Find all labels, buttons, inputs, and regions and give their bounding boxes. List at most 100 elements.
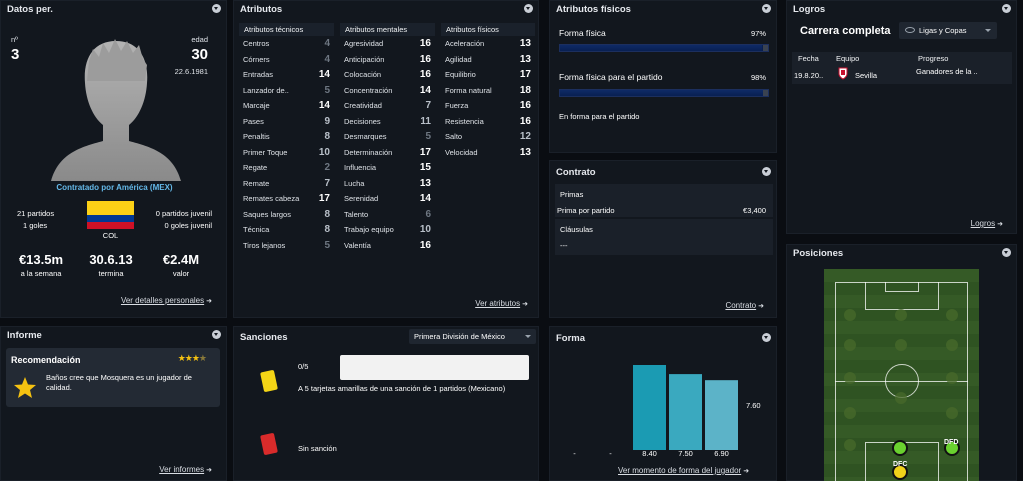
- position-dot[interactable]: [946, 339, 958, 351]
- fitness-label: Forma física: [559, 28, 606, 38]
- position-dot[interactable]: [844, 372, 856, 384]
- attribute-value: 7: [425, 100, 431, 112]
- competition-select[interactable]: Primera División de México: [409, 329, 536, 344]
- attribute-name: Talento: [344, 209, 369, 219]
- form-link[interactable]: Ver momento de forma del jugador: [618, 466, 749, 475]
- position-dot[interactable]: [844, 309, 856, 321]
- position-dot[interactable]: [844, 407, 856, 419]
- attribute-row[interactable]: Anticipación 16: [340, 52, 435, 68]
- position-dot[interactable]: [946, 309, 958, 321]
- chevron-down-icon[interactable]: [762, 333, 771, 342]
- col-team[interactable]: Equipo: [836, 54, 860, 63]
- clauses-label: Cláusulas: [560, 225, 593, 234]
- attribute-row[interactable]: Remates cabeza 17: [239, 191, 334, 207]
- dropdown-arrow-icon: [525, 335, 531, 338]
- attribute-row[interactable]: Creatividad 7: [340, 98, 435, 114]
- chevron-down-icon[interactable]: [762, 4, 771, 13]
- form-bar[interactable]: [669, 374, 702, 450]
- personal-details-link[interactable]: Ver detalles personales: [121, 296, 212, 305]
- attribute-row[interactable]: Agilidad 13: [441, 52, 535, 68]
- achievements-link[interactable]: Logros: [971, 219, 1003, 228]
- attribute-name: Resistencia: [445, 116, 484, 126]
- attribute-value: 8: [324, 131, 330, 143]
- position-dot[interactable]: [946, 372, 958, 384]
- attribute-row[interactable]: Técnica 8: [239, 222, 334, 238]
- position-dot-dfc-green[interactable]: [892, 440, 908, 456]
- attribute-name: Remate: [243, 178, 270, 188]
- chevron-down-icon[interactable]: [212, 4, 221, 13]
- attribute-name: Concentración: [344, 85, 393, 95]
- attribute-name: Aceleración: [445, 39, 485, 49]
- attribute-row[interactable]: Fuerza 16: [441, 98, 535, 114]
- attribute-name: Equilibrio: [445, 70, 476, 80]
- attribute-row[interactable]: Primer Toque 10: [239, 145, 334, 161]
- attribute-row[interactable]: Marcaje 14: [239, 98, 334, 114]
- attribute-row[interactable]: Equilibrio 17: [441, 67, 535, 83]
- form-bar[interactable]: [705, 380, 738, 450]
- attribute-row[interactable]: Córners 4: [239, 52, 334, 68]
- attribute-row[interactable]: Salto 12: [441, 129, 535, 145]
- row-team[interactable]: Sevilla: [855, 71, 878, 80]
- attribute-row[interactable]: Aceleración 13: [441, 36, 535, 52]
- position-dot[interactable]: [895, 309, 907, 321]
- chevron-down-icon[interactable]: [1002, 248, 1011, 257]
- attribute-row[interactable]: Trabajo equipo 10: [340, 222, 435, 238]
- attributes-link[interactable]: Ver atributos: [475, 299, 528, 308]
- attribute-name: Creatividad: [344, 101, 382, 111]
- attribute-row[interactable]: Concentración 14: [340, 83, 435, 99]
- attribute-name: Tiros lejanos: [243, 240, 286, 250]
- contract-owner[interactable]: Contratado por América (MEX): [56, 183, 173, 192]
- table-row[interactable]: [792, 64, 1012, 84]
- attribute-row[interactable]: Forma natural 18: [441, 83, 535, 99]
- col-progress[interactable]: Progreso: [918, 54, 949, 63]
- attribute-name: Marcaje: [243, 101, 270, 111]
- position-dot-dfd[interactable]: [944, 440, 960, 456]
- attribute-row[interactable]: Desmarques 5: [340, 129, 435, 145]
- form-bar[interactable]: [633, 365, 666, 450]
- contract-link[interactable]: Contrato: [725, 301, 764, 310]
- attribute-value: 5: [324, 84, 330, 96]
- reports-link[interactable]: Ver informes: [159, 465, 212, 474]
- clauses-box: [555, 219, 773, 255]
- chevron-down-icon[interactable]: [1002, 4, 1011, 13]
- attribute-row[interactable]: Penaltis 8: [239, 129, 334, 145]
- attribute-row[interactable]: Colocación 16: [340, 67, 435, 83]
- form-bar-label: 8.40: [642, 449, 657, 458]
- position-dot[interactable]: [946, 407, 958, 419]
- position-dot[interactable]: [844, 339, 856, 351]
- attribute-row[interactable]: Tiros lejanos 5: [239, 238, 334, 254]
- competition-filter[interactable]: Ligas y Copas: [899, 22, 997, 39]
- achievements-panel: Logros Carrera completa Ligas y Copas Fe…: [786, 0, 1017, 234]
- attribute-row[interactable]: Remate 7: [239, 176, 334, 192]
- attribute-row[interactable]: Determinación 17: [340, 145, 435, 161]
- attribute-row[interactable]: Decisiones 11: [340, 114, 435, 130]
- attribute-name: Saques largos: [243, 209, 291, 219]
- position-dot[interactable]: [844, 439, 856, 451]
- attribute-row[interactable]: Resistencia 16: [441, 114, 535, 130]
- position-dot[interactable]: [895, 392, 907, 404]
- chevron-down-icon[interactable]: [762, 167, 771, 176]
- attribute-row[interactable]: Velocidad 13: [441, 145, 535, 161]
- attribute-row[interactable]: Saques largos 8: [239, 207, 334, 223]
- attribute-row[interactable]: Influencia 15: [340, 160, 435, 176]
- position-dot[interactable]: [895, 339, 907, 351]
- attribute-row[interactable]: Centros 4: [239, 36, 334, 52]
- chevron-down-icon[interactable]: [524, 4, 533, 13]
- attribute-row[interactable]: Pases 9: [239, 114, 334, 130]
- attribute-row[interactable]: Talento 6: [340, 207, 435, 223]
- attribute-name: Colocación: [344, 70, 382, 80]
- mental-column: Atributos mentales Agresividad 16 Anticipa…: [340, 23, 435, 253]
- tab-full-career[interactable]: Carrera completa: [800, 25, 891, 37]
- position-dot-dfc[interactable]: [892, 464, 908, 480]
- attribute-row[interactable]: Serenidad 14: [340, 191, 435, 207]
- attribute-row[interactable]: Entradas 14: [239, 67, 334, 83]
- attribute-row[interactable]: Lucha 13: [340, 176, 435, 192]
- attribute-value: 5: [324, 239, 330, 251]
- attribute-row[interactable]: Valentía 16: [340, 238, 435, 254]
- attribute-row[interactable]: Lanzador de.. 5: [239, 83, 334, 99]
- chevron-down-icon[interactable]: [212, 330, 221, 339]
- star-icon: ★: [184, 353, 193, 363]
- col-date[interactable]: Fecha: [798, 54, 819, 63]
- attribute-row[interactable]: Regate 2: [239, 160, 334, 176]
- attribute-row[interactable]: Agresividad 16: [340, 36, 435, 52]
